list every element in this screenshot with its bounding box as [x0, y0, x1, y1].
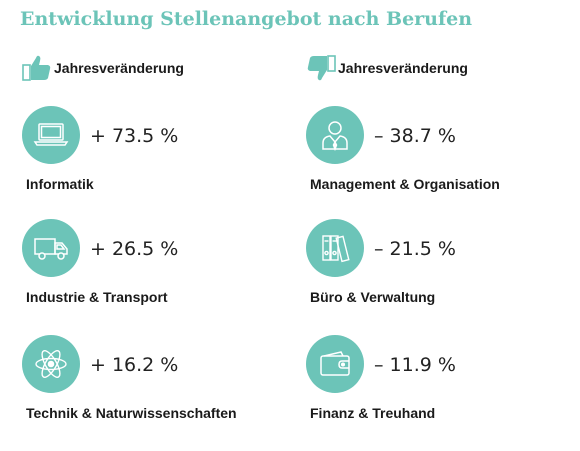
category-buero-verwaltung: – 21.5 % Büro & Verwaltung — [306, 219, 580, 319]
truck-icon — [34, 238, 68, 260]
column-header: Jahresveränderung — [306, 54, 468, 82]
change-value: + 16.2 % — [90, 354, 179, 376]
atom-icon — [35, 350, 67, 378]
column-header: Jahresveränderung — [22, 54, 184, 82]
category-label: Finanz & Treuhand — [310, 405, 436, 421]
wallet-icon — [320, 351, 350, 376]
category-icon-circle — [306, 335, 364, 393]
manager-icon — [322, 121, 348, 152]
category-icon-circle — [22, 219, 80, 277]
category-label: Industrie & Transport — [26, 289, 168, 305]
column-header-label: Jahresveränderung — [338, 60, 468, 76]
column-header-label: Jahresveränderung — [54, 60, 184, 76]
column-decrease: Jahresveränderung – 38.7 % Management & … — [290, 0, 580, 451]
category-informatik: + 73.5 % Informatik — [22, 106, 302, 206]
category-icon-circle — [22, 106, 80, 164]
binders-icon — [322, 235, 350, 263]
category-icon-circle — [22, 335, 80, 393]
change-value: + 26.5 % — [90, 238, 179, 260]
change-value: + 73.5 % — [90, 125, 179, 147]
category-label: Informatik — [26, 176, 94, 192]
thumbs-down-icon — [307, 55, 336, 81]
category-finanz-treuhand: – 11.9 % Finanz & Treuhand — [306, 335, 580, 435]
column-increase: Jahresveränderung + 73.5 % Informatik + … — [22, 54, 237, 421]
page-title: Entwicklung Stellenangebot nach Berufen — [20, 8, 473, 30]
category-label: Technik & Naturwissenschaften — [26, 405, 237, 421]
category-icon-circle — [306, 106, 364, 164]
category-industrie-transport: + 26.5 % Industrie & Transport — [22, 219, 302, 319]
category-management-organisation: – 38.7 % Management & Organisation — [306, 106, 580, 206]
laptop-icon — [33, 123, 69, 146]
change-value: – 21.5 % — [374, 238, 456, 260]
category-icon-circle — [306, 219, 364, 277]
category-label: Management & Organisation — [310, 176, 500, 192]
change-value: – 38.7 % — [374, 125, 456, 147]
category-technik-naturwissenschaften: + 16.2 % Technik & Naturwissenschaften — [22, 335, 302, 435]
thumbs-up-icon — [22, 55, 51, 81]
category-label: Büro & Verwaltung — [310, 289, 436, 305]
change-value: – 11.9 % — [374, 354, 456, 376]
